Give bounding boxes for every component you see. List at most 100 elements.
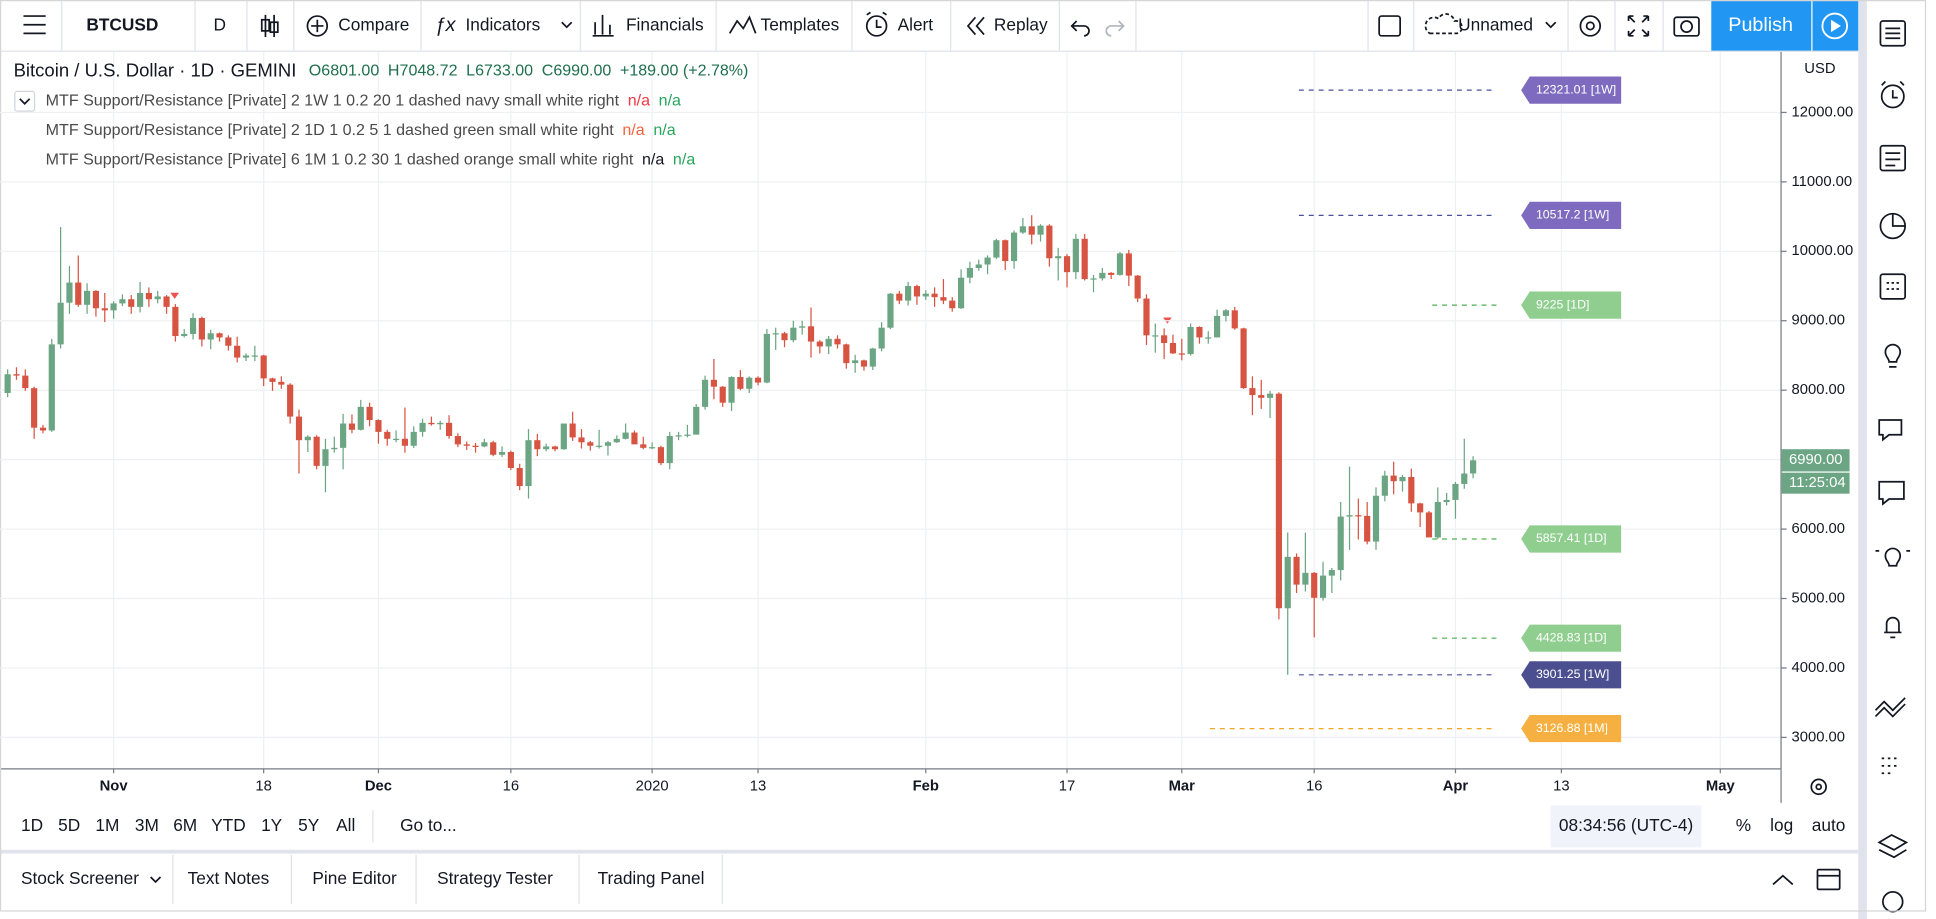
redo[interactable] xyxy=(1105,20,1125,37)
candle-body xyxy=(39,427,47,431)
candle-body xyxy=(287,384,294,417)
templates-icon[interactable] xyxy=(728,15,757,34)
y-tick-label: 12000.00 xyxy=(1792,104,1854,120)
candle-body xyxy=(1302,572,1309,585)
candle-body xyxy=(1284,556,1291,609)
publish-button[interactable] xyxy=(1711,0,1812,51)
candle-body xyxy=(1372,495,1380,542)
range-button[interactable]: 6M xyxy=(173,815,197,835)
legend-title: Bitcoin / U.S. Dollar · 1D · GEMINI xyxy=(14,60,297,81)
candle-body xyxy=(251,355,258,357)
chart-area xyxy=(0,51,1781,769)
interval[interactable]: D xyxy=(214,14,226,34)
candle-body xyxy=(807,326,815,342)
x-tick-label: 17 xyxy=(1059,779,1075,795)
toolbar-button[interactable]: Replay xyxy=(994,14,1048,34)
candle-body xyxy=(1214,315,1221,338)
toolbar-button[interactable]: Templates xyxy=(761,14,840,34)
sidebar-icons[interactable] xyxy=(1874,20,1911,913)
dropdown-arrow[interactable] xyxy=(561,21,573,29)
candle-body xyxy=(490,442,497,455)
candle-body xyxy=(401,438,409,446)
snapshot-button[interactable] xyxy=(1673,16,1700,37)
menu-button[interactable] xyxy=(23,15,46,35)
candle-body xyxy=(534,440,541,450)
fx-icon[interactable]: ƒx xyxy=(435,14,457,36)
candle-body xyxy=(1275,393,1282,609)
candle-body xyxy=(340,423,347,448)
goto[interactable]: Go to... xyxy=(400,815,457,835)
undo[interactable] xyxy=(1070,20,1090,37)
layout-name[interactable]: Unnamed xyxy=(1458,14,1533,34)
candle-body xyxy=(966,267,974,278)
candle-body xyxy=(913,286,921,297)
candle-body xyxy=(234,345,241,358)
settings-button[interactable] xyxy=(1579,15,1602,37)
publish-label[interactable]: Publish xyxy=(1728,14,1793,36)
candle-body xyxy=(463,444,470,446)
toolbar-button[interactable]: Alert xyxy=(898,14,934,34)
candle-body xyxy=(754,377,762,383)
candle-body xyxy=(772,333,779,335)
candle-body xyxy=(1337,516,1344,571)
dropdown-arrow[interactable] xyxy=(1545,21,1557,29)
scale-option[interactable]: log xyxy=(1770,815,1793,835)
panel-tab[interactable]: Trading Panel xyxy=(598,868,705,888)
cloud-icon[interactable] xyxy=(1424,13,1463,35)
range-button[interactable]: 3M xyxy=(135,815,159,835)
candle-body xyxy=(384,431,391,439)
range-button[interactable]: 5Y xyxy=(298,815,320,835)
level-label-box xyxy=(1521,525,1622,553)
candle-body xyxy=(1222,310,1230,316)
candle-body xyxy=(428,422,435,425)
candle-body xyxy=(498,451,506,455)
candle-body xyxy=(587,442,594,446)
maximize-panel[interactable] xyxy=(1772,874,1794,886)
y-tick-label: 4000.00 xyxy=(1792,660,1845,676)
candle-body xyxy=(393,438,400,441)
select-layout[interactable] xyxy=(1378,15,1402,37)
toolbar-button[interactable]: Financials xyxy=(626,14,704,34)
panel-tab[interactable]: Pine Editor xyxy=(312,868,397,888)
scale-option[interactable]: auto xyxy=(1812,815,1846,835)
candle-body xyxy=(1311,572,1318,598)
alert-icon[interactable] xyxy=(865,11,888,37)
candle-body xyxy=(145,292,152,300)
range-button[interactable]: 1Y xyxy=(261,815,283,835)
range-button[interactable]: 1D xyxy=(21,815,43,835)
level-label: 9225 [1D] xyxy=(1536,297,1589,311)
candle-body xyxy=(304,436,311,441)
replay-icon[interactable] xyxy=(966,16,985,36)
panel-tab[interactable]: Text Notes xyxy=(188,868,270,888)
level-label-box xyxy=(1521,201,1622,229)
x-tick-label: Dec xyxy=(365,779,392,795)
scale-option[interactable]: % xyxy=(1736,815,1751,835)
panel-layout[interactable] xyxy=(1816,868,1841,891)
range-button[interactable]: 5D xyxy=(58,815,80,835)
range-button[interactable]: All xyxy=(336,815,355,835)
fullscreen-button[interactable] xyxy=(1627,15,1650,37)
candle-body xyxy=(1417,503,1424,513)
dropdown-arrow[interactable] xyxy=(150,876,162,884)
panel-tab[interactable]: Stock Screener xyxy=(21,868,139,888)
last-price-box xyxy=(1781,449,1850,472)
candle-body xyxy=(878,327,885,349)
compare-icon[interactable] xyxy=(306,15,329,37)
candle-body xyxy=(1187,327,1194,355)
range-button[interactable]: YTD xyxy=(211,815,246,835)
candle-body xyxy=(84,290,91,305)
panel-tab[interactable]: Strategy Tester xyxy=(437,868,553,888)
chart-type-button[interactable] xyxy=(260,14,279,38)
toolbar-button[interactable]: Indicators xyxy=(465,14,540,34)
candle-body xyxy=(472,445,479,447)
candle-body xyxy=(763,333,770,383)
candle-body xyxy=(896,293,903,301)
toolbar-button[interactable]: Compare xyxy=(338,14,409,34)
collapse-button[interactable] xyxy=(14,90,36,112)
financials-icon[interactable] xyxy=(592,14,614,37)
axis-settings[interactable] xyxy=(1810,778,1827,796)
symbol[interactable]: BTCUSD xyxy=(86,14,158,34)
candle-body xyxy=(295,416,303,441)
candle-body xyxy=(993,240,1000,258)
range-button[interactable]: 1M xyxy=(95,815,119,835)
